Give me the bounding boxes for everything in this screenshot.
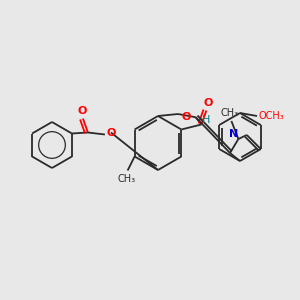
Text: O: O bbox=[181, 112, 191, 122]
Text: OCH₃: OCH₃ bbox=[258, 111, 284, 121]
Text: H: H bbox=[202, 115, 210, 125]
Text: O: O bbox=[77, 106, 87, 116]
Text: CH₃: CH₃ bbox=[118, 173, 136, 184]
Text: O: O bbox=[106, 128, 116, 137]
Text: N: N bbox=[229, 129, 238, 139]
Text: O: O bbox=[204, 98, 213, 109]
Text: CH₃: CH₃ bbox=[220, 108, 238, 118]
